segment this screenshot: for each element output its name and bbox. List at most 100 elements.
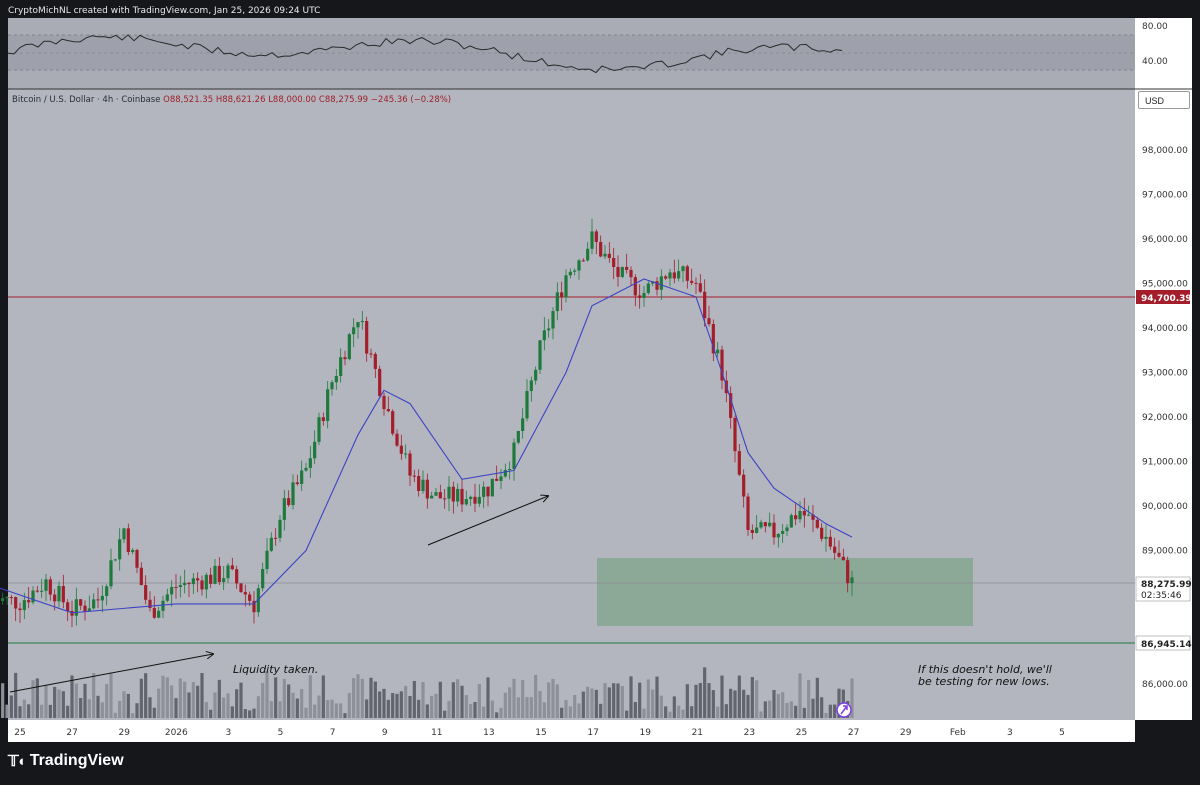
candle-body: [542, 330, 546, 341]
time-tick-label: 9: [382, 728, 388, 738]
candle-body: [122, 528, 126, 540]
tradingview-logo[interactable]: 𝕋◖ TradingView: [8, 752, 124, 770]
candle-body: [781, 531, 785, 534]
candle-body: [373, 354, 377, 369]
support-price-tag: [1135, 635, 1191, 651]
volume-bar: [131, 713, 135, 718]
candle-body: [74, 599, 78, 616]
candle-body: [499, 476, 503, 481]
volume-bar: [711, 690, 715, 718]
candle-body: [135, 549, 139, 568]
time-tick-label: 23: [744, 728, 755, 738]
candle-body: [399, 445, 403, 454]
candle-body: [811, 514, 815, 520]
volume-bar: [343, 713, 347, 718]
volume-bar: [373, 681, 377, 718]
candle-body: [5, 597, 9, 599]
volume-bar: [417, 699, 421, 718]
candle-body: [200, 580, 204, 590]
candle-body: [9, 597, 13, 599]
resistance-price-text: 94,700.39: [1141, 294, 1192, 304]
candle-body: [802, 510, 806, 516]
volume-bar: [243, 709, 247, 718]
candle-body: [22, 600, 26, 611]
volume-bar: [226, 693, 230, 718]
volume-bar: [794, 705, 798, 718]
volume-bar: [74, 683, 78, 718]
volume-bar: [317, 695, 321, 718]
time-tick-label: 21: [692, 728, 703, 738]
price-tick-label: 93,000.00: [1142, 369, 1188, 379]
candle-body: [828, 536, 832, 547]
trend-arrow-left: [9, 654, 213, 693]
volume-bar: [694, 684, 698, 718]
volume-bar: [334, 703, 338, 718]
candle-body: [365, 320, 369, 354]
candle-body: [603, 253, 607, 257]
volume-bar: [594, 689, 598, 718]
candle-body: [789, 515, 793, 528]
candle-body: [83, 605, 87, 612]
volume-bar: [321, 675, 325, 718]
volume-bar: [486, 677, 490, 718]
candle-body: [269, 537, 273, 551]
candle-body: [44, 579, 48, 591]
volume-bar: [18, 706, 22, 718]
volume-bar: [499, 707, 503, 718]
candle-body: [638, 295, 642, 298]
candle-body: [282, 498, 286, 520]
time-tick-label: 3: [226, 728, 232, 738]
volume-bar: [87, 699, 91, 718]
candle-body: [594, 231, 598, 242]
candle-body: [391, 411, 395, 434]
candle-body: [118, 539, 122, 560]
volume-bar: [668, 711, 672, 718]
currency-button[interactable]: USD: [1138, 91, 1190, 109]
candle-body: [685, 266, 689, 281]
volume-bar: [282, 678, 286, 718]
candle-body: [681, 266, 685, 272]
volume-bar: [820, 697, 824, 718]
volume-bar: [573, 694, 577, 718]
volume-bar: [737, 675, 741, 718]
candle-body: [447, 486, 451, 499]
candle-body: [157, 610, 161, 618]
candle-body: [204, 574, 208, 590]
volume-bar: [456, 679, 460, 718]
candle-body: [417, 475, 421, 492]
candle-body: [607, 253, 611, 258]
candle-body: [339, 357, 343, 377]
candle-body: [833, 546, 837, 553]
candle-body: [66, 602, 70, 612]
event-flag-glyph: [840, 705, 848, 715]
volume-bar: [66, 705, 70, 718]
candle-body: [57, 585, 61, 602]
volume-bar: [729, 688, 733, 718]
candle-body: [386, 409, 390, 412]
candle-body: [677, 271, 681, 279]
legend-low: L88,000.00: [268, 95, 317, 105]
candle-body: [165, 594, 169, 601]
candle-body: [378, 368, 382, 396]
volume-bar: [200, 673, 204, 718]
candle-body: [460, 488, 464, 505]
candle-body: [40, 590, 44, 592]
volume-bar: [438, 681, 442, 718]
resistance-price-tag: [1136, 290, 1190, 304]
candle-body: [53, 594, 57, 602]
annotation-hold-line2: be testing for new lows.: [918, 675, 1050, 688]
volume-bars: [1, 667, 854, 718]
volume-bar: [178, 678, 182, 718]
volume-bar: [802, 707, 806, 718]
candle-body: [664, 276, 668, 279]
volume-bar: [300, 688, 304, 718]
candle-body: [443, 498, 447, 500]
candle-body: [226, 565, 230, 579]
candle-body: [61, 585, 65, 603]
volume-bar: [165, 677, 169, 718]
time-tick-label: 15: [535, 728, 546, 738]
volume-bar: [434, 693, 438, 718]
time-tick-label: 11: [431, 728, 442, 738]
candle-body: [408, 453, 412, 476]
candle-body: [304, 467, 308, 471]
